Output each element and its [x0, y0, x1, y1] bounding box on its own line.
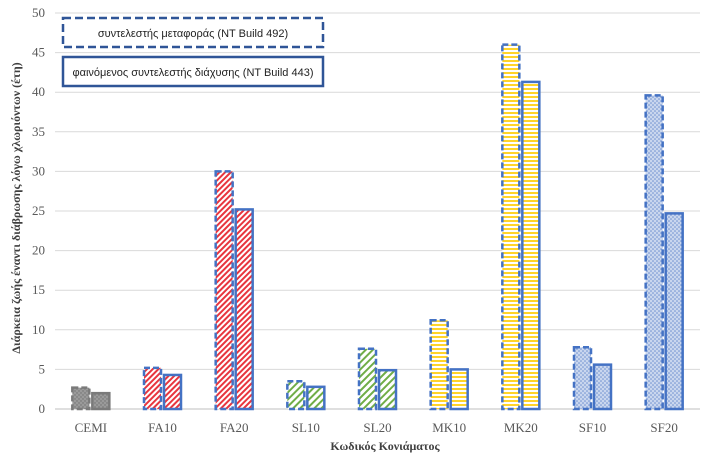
y-tick-label: 50: [32, 5, 45, 20]
bar-fa20-series-1: [214, 170, 234, 411]
bar-sf20-series-2: [664, 212, 684, 411]
y-tick-label: 5: [39, 361, 46, 376]
y-tick-label: 35: [32, 124, 45, 139]
x-axis-ticks: CEMI FA10 FA20 SL10 SL20 MK10 MK20 SF10 SF20: [75, 420, 678, 435]
bar-cemi-series-1: [71, 386, 91, 411]
y-axis-label: Διάρκεια ζωής έναντι διάβρωσης λόγω χλωρ…: [9, 62, 23, 353]
y-tick-label: 30: [32, 163, 45, 178]
bar-sf20-series-1: [644, 94, 664, 411]
y-tick-label: 25: [32, 203, 45, 218]
y-tick-label: 10: [32, 322, 45, 337]
y-tick-label: 15: [32, 282, 45, 297]
bar-fa10-series-2: [162, 373, 183, 411]
y-axis-ticks: 0 5 10 15 20 25 30 35 40 45 50: [32, 5, 45, 416]
legend: συντελεστής μεταφοράς (NT Build 492) φαι…: [61, 16, 325, 88]
y-tick-label: 20: [32, 243, 45, 258]
gridlines: [55, 12, 700, 410]
x-axis-label: Κωδικός Κονιάματος: [330, 439, 440, 453]
bar-mk20-series-2: [521, 80, 541, 411]
bar-sl10-series-1: [286, 380, 306, 411]
bar-fa10-series-1: [142, 366, 163, 411]
bar-sf10-series-1: [572, 345, 593, 411]
bar-cemi-series-2: [91, 391, 111, 411]
y-tick-label: 45: [32, 45, 45, 60]
bar-sl20-series-1: [357, 347, 378, 411]
x-tick-label: MK10: [432, 420, 466, 435]
bar-mk10-series-2: [449, 368, 469, 411]
bar-sf10-series-2: [592, 363, 613, 411]
x-tick-label: CEMI: [75, 420, 108, 435]
legend-label-series-1: συντελεστής μεταφοράς (NT Build 492): [98, 28, 288, 40]
x-tick-label: MK20: [504, 420, 538, 435]
bar-sl20-series-2: [377, 368, 398, 411]
legend-box-series-2: [61, 55, 325, 88]
bar-sl10-series-2: [306, 385, 326, 411]
legend-label-series-2: φαινόμενος συντελεστής διάχυσης (NT Buil…: [72, 67, 313, 79]
x-tick-label: FA20: [220, 420, 249, 435]
y-tick-label: 0: [39, 401, 46, 416]
legend-box-series-1: [61, 16, 325, 49]
x-tick-label: SF20: [650, 420, 677, 435]
bar-fa20-series-2: [234, 208, 254, 411]
bar-mk20-series-1: [501, 43, 521, 411]
bars: [71, 43, 684, 411]
x-tick-label: SL10: [292, 420, 320, 435]
x-tick-label: FA10: [148, 420, 177, 435]
bar-mk10-series-1: [429, 319, 449, 411]
x-tick-label: SL20: [363, 420, 391, 435]
y-tick-label: 40: [32, 84, 45, 99]
x-tick-label: SF10: [579, 420, 606, 435]
